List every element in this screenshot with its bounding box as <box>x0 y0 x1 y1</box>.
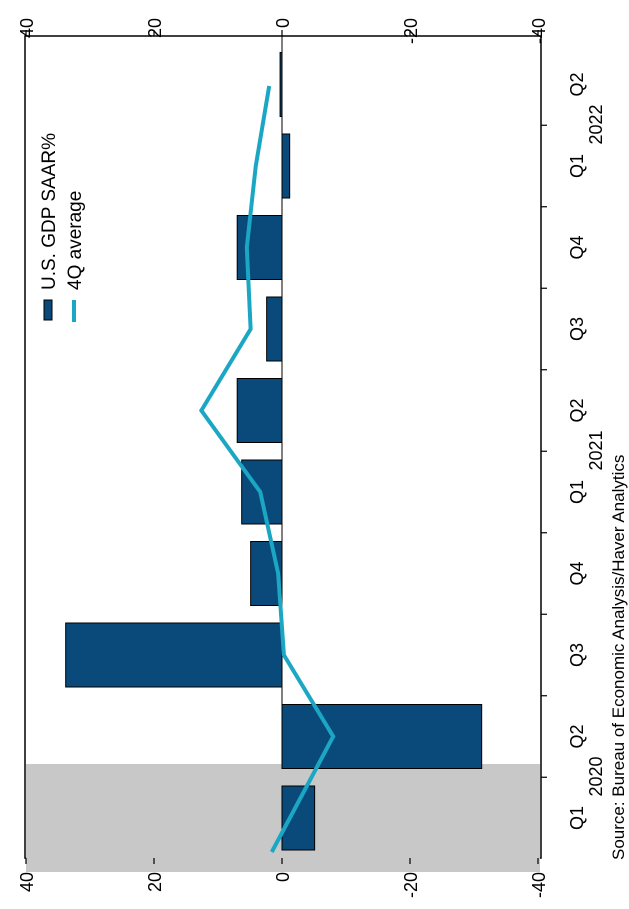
top-tick-label-0: 40 <box>17 18 37 38</box>
bottom-tick-label-3: -20 <box>401 872 421 898</box>
category-label-3: Q4 <box>567 561 587 585</box>
top-tick-label-2: 0 <box>273 18 293 28</box>
bar-2 <box>65 622 283 688</box>
legend: U.S. GDP SAAR% 4Q average <box>39 133 86 322</box>
bar-8 <box>281 133 291 199</box>
category-label-4: Q1 <box>567 480 587 504</box>
bar-6 <box>266 296 283 362</box>
legend-label-0: U.S. GDP SAAR% <box>39 133 60 290</box>
line-group <box>198 85 336 853</box>
legend-label-1: 4Q average <box>65 191 86 290</box>
bar-1 <box>281 704 483 769</box>
bottom-tick-label-1: 20 <box>145 872 165 892</box>
category-label-9: Q2 <box>567 72 587 96</box>
category-label-5: Q2 <box>567 398 587 422</box>
top-tick-label-4: -40 <box>529 18 549 44</box>
legend-swatch-bar <box>43 299 53 321</box>
category-label-8: Q1 <box>567 154 587 178</box>
bars-group <box>65 52 483 851</box>
bar-9 <box>279 52 283 117</box>
bottom-tick-label-0: 40 <box>17 872 37 892</box>
source-note: Source: Bureau of Economic Analysis/Have… <box>609 455 628 860</box>
category-label-6: Q3 <box>567 317 587 341</box>
bottom-tick-label-2: 0 <box>273 872 293 882</box>
axis-group: 4040202000-20-20-40-40Q1Q2Q3Q4Q1Q2Q3Q4Q1… <box>17 18 606 898</box>
bar-7 <box>236 215 283 280</box>
top-tick-label-3: -20 <box>401 18 421 44</box>
year-label-2022: 2022 <box>586 104 606 144</box>
year-label-2021: 2021 <box>586 430 606 470</box>
top-tick-label-1: 20 <box>145 18 165 38</box>
category-label-0: Q1 <box>567 806 587 830</box>
line-4q-average <box>198 85 336 853</box>
year-label-2020: 2020 <box>586 756 606 796</box>
category-label-2: Q3 <box>567 643 587 667</box>
category-label-1: Q2 <box>567 724 587 748</box>
bar-5 <box>236 378 283 443</box>
bar-0 <box>281 785 316 851</box>
category-label-7: Q4 <box>567 235 587 259</box>
bottom-tick-label-4: -40 <box>529 872 549 898</box>
